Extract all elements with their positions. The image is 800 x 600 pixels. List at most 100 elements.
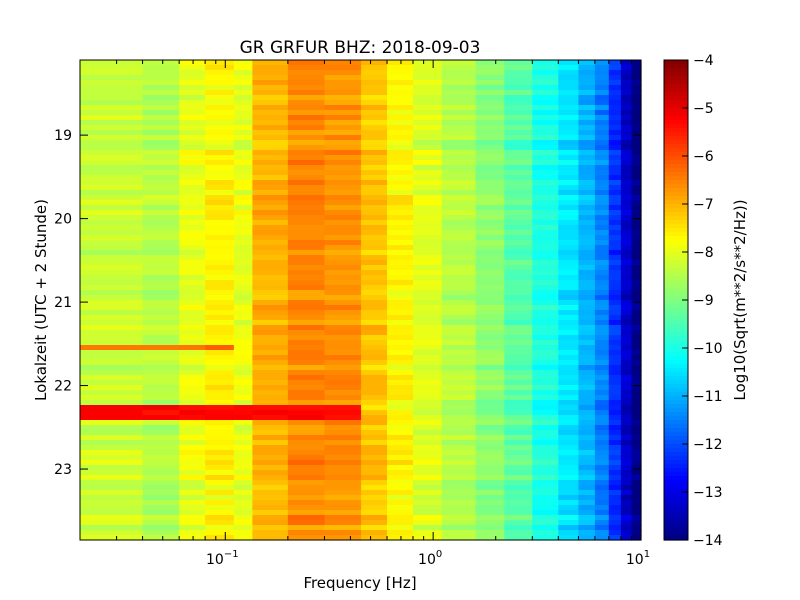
heatmap-cell	[504, 200, 533, 206]
heatmap-cell	[578, 185, 596, 191]
heatmap-cell	[80, 255, 144, 261]
heatmap-cell	[387, 125, 414, 131]
heatmap-cell	[233, 370, 253, 376]
heatmap-cell	[594, 455, 610, 461]
heatmap-cell	[179, 315, 206, 321]
heatmap-cell	[324, 65, 362, 71]
heatmap-cell	[80, 360, 144, 366]
colorbar-segment	[664, 228, 688, 233]
heatmap-cell	[233, 115, 253, 121]
heatmap-cell	[80, 420, 144, 426]
heatmap-cell	[361, 70, 388, 76]
heatmap-cell	[287, 415, 326, 421]
heatmap-cell	[608, 535, 622, 541]
heatmap-cell	[475, 165, 505, 171]
heatmap-cell	[504, 125, 533, 131]
heatmap-cell	[441, 205, 477, 211]
heatmap-cell	[387, 355, 414, 361]
heatmap-cell	[233, 420, 253, 426]
heatmap-cell	[620, 525, 633, 531]
heatmap-cell	[475, 485, 505, 491]
heatmap-cell	[532, 465, 559, 471]
heatmap-cell	[413, 200, 443, 206]
heatmap-cell	[142, 410, 180, 416]
colorbar-segment	[664, 392, 688, 397]
colorbar-tick-label: −9	[693, 293, 714, 309]
heatmap-cell	[620, 515, 633, 521]
heatmap-cell	[361, 410, 388, 416]
heatmap-cell	[179, 535, 206, 541]
heatmap-cell	[142, 440, 180, 446]
heatmap-cell	[324, 415, 362, 421]
heatmap-cell	[324, 265, 362, 271]
heatmap-cell	[387, 305, 414, 311]
heatmap-cell	[205, 405, 235, 411]
heatmap-cell	[532, 430, 559, 436]
heatmap-cell	[179, 425, 206, 431]
heatmap-cell	[620, 420, 633, 426]
colorbar-segment	[664, 404, 688, 409]
heatmap-cell	[324, 535, 362, 541]
heatmap-cell	[205, 490, 235, 496]
heatmap-cell	[324, 240, 362, 246]
heatmap-cell	[361, 115, 388, 121]
heatmap-cell	[594, 440, 610, 446]
colorbar-segment	[664, 252, 688, 257]
colorbar-segment	[664, 180, 688, 185]
heatmap-cell	[387, 75, 414, 81]
heatmap-cell	[179, 505, 206, 511]
heatmap-cell	[324, 185, 362, 191]
heatmap-cell	[387, 175, 414, 181]
heatmap-cell	[252, 95, 289, 101]
heatmap-cell	[608, 340, 622, 346]
heatmap-cell	[558, 365, 580, 371]
colorbar-segment	[664, 104, 688, 109]
colorbar-segment	[664, 236, 688, 241]
heatmap-cell	[287, 230, 326, 236]
heatmap-cell	[324, 465, 362, 471]
heatmap-cell	[558, 360, 580, 366]
heatmap-cell	[205, 275, 235, 281]
heatmap-cell	[324, 215, 362, 221]
heatmap-cell	[179, 510, 206, 516]
heatmap-cell	[594, 70, 610, 76]
heatmap-cell	[142, 235, 180, 241]
heatmap-cell	[594, 490, 610, 496]
heatmap-cell	[532, 350, 559, 356]
heatmap-cell	[80, 110, 144, 116]
heatmap-cell	[578, 105, 596, 111]
heatmap-cell	[475, 355, 505, 361]
heatmap-cell	[608, 230, 622, 236]
heatmap-cell	[80, 380, 144, 386]
heatmap-cell	[361, 300, 388, 306]
heatmap-cell	[80, 520, 144, 526]
colorbar-segment	[664, 164, 688, 169]
colorbar-segment	[664, 172, 688, 177]
heatmap-cell	[558, 285, 580, 291]
heatmap-cell	[594, 230, 610, 236]
heatmap-cell	[205, 240, 235, 246]
heatmap-cell	[620, 135, 633, 141]
heatmap-cell	[441, 365, 477, 371]
heatmap-cell	[179, 75, 206, 81]
heatmap-cell	[413, 370, 443, 376]
heatmap-cell	[324, 365, 362, 371]
heatmap-cell	[620, 450, 633, 456]
heatmap-cell	[142, 525, 180, 531]
colorbar-segment	[664, 388, 688, 393]
heatmap-cell	[361, 520, 388, 526]
heatmap-cell	[287, 260, 326, 266]
heatmap-cell	[179, 340, 206, 346]
heatmap-cell	[179, 355, 206, 361]
colorbar-tick-label: −14	[693, 533, 723, 549]
heatmap-cell	[252, 495, 289, 501]
heatmap-cell	[504, 315, 533, 321]
heatmap-cell	[142, 95, 180, 101]
heatmap-cell	[142, 530, 180, 536]
heatmap-cell	[475, 400, 505, 406]
heatmap-cell	[620, 505, 633, 511]
heatmap-cell	[387, 205, 414, 211]
heatmap-cell	[594, 380, 610, 386]
heatmap-cell	[387, 495, 414, 501]
